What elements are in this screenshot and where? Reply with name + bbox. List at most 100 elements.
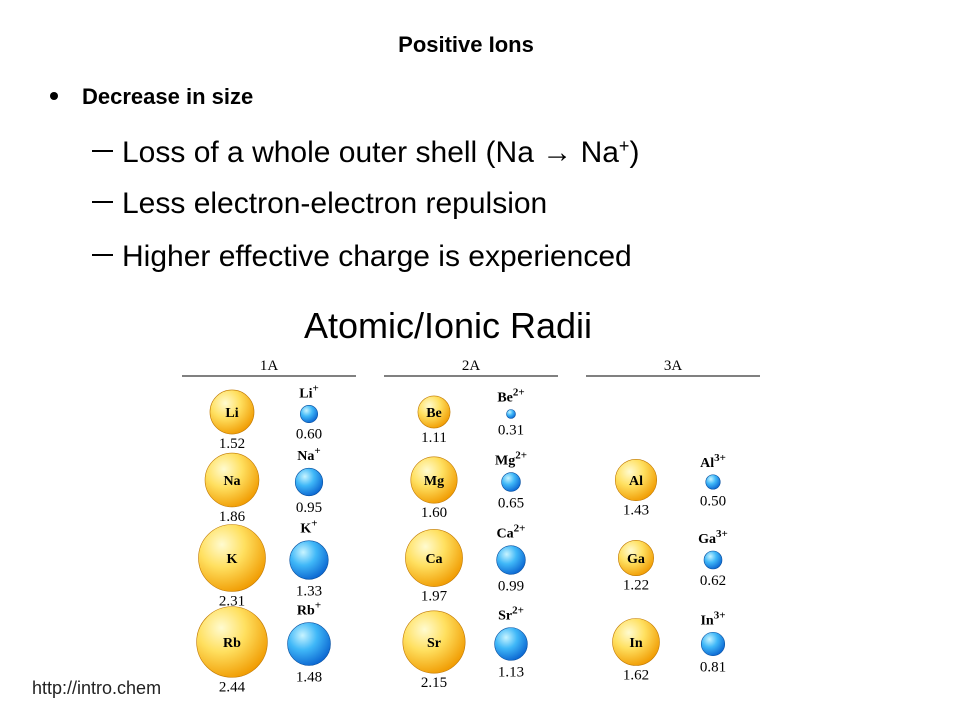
ion-radius: 1.13 <box>498 664 524 680</box>
ion-charge: 2+ <box>515 450 527 462</box>
ion-element: Li <box>299 386 312 401</box>
atom-symbol: Al <box>629 474 643 489</box>
superscript: + <box>619 136 630 156</box>
atom-symbol: Mg <box>424 474 444 489</box>
ion-radius: 0.95 <box>296 500 322 516</box>
ion-charge: + <box>314 445 320 457</box>
figure: 1ALi1.52Li+0.60Na1.86Na+0.95K2.31K+1.33R… <box>182 358 760 695</box>
atom-symbol: Be <box>426 406 442 421</box>
bullet-text: Decrease in size <box>82 84 253 109</box>
ion-charge: 3+ <box>716 528 728 540</box>
atom-sphere <box>410 456 458 504</box>
group-label: 1A <box>260 358 279 374</box>
atom-symbol: Li <box>225 406 238 421</box>
slide-title: Positive Ions <box>398 32 534 57</box>
text-run: Less electron-electron repulsion <box>122 187 547 220</box>
atom-sphere <box>612 618 660 666</box>
ion-symbol: Ga3+ <box>698 528 728 547</box>
ion-radius: 0.50 <box>700 493 726 509</box>
ion-element: Rb <box>297 604 315 619</box>
ion-element: In <box>700 613 713 628</box>
ion-symbol: Sr2+ <box>498 605 524 624</box>
ion-symbol: Na+ <box>297 445 320 464</box>
ion-symbol: In3+ <box>700 609 725 628</box>
ion-charge: 3+ <box>714 609 726 621</box>
sub-bullet-text: Less electron-electron repulsion <box>122 187 547 220</box>
atom-radius: 1.97 <box>421 589 448 605</box>
atom-symbol: Ca <box>425 552 442 567</box>
ion-radius: 0.62 <box>700 573 726 589</box>
atom-radius: 1.62 <box>623 667 649 683</box>
ion-element: Ga <box>698 532 716 547</box>
atom-radius: 1.43 <box>623 503 649 519</box>
atom-sphere <box>402 610 466 674</box>
ion-symbol: Mg2+ <box>495 450 527 469</box>
atom-sphere <box>209 389 255 435</box>
atom-sphere <box>405 529 463 587</box>
ion-element: Na <box>297 449 314 464</box>
ion-element: Al <box>700 456 714 471</box>
source-url: http://intro.chem <box>32 678 161 698</box>
ion-charge: + <box>315 600 321 612</box>
ion-sphere <box>700 631 726 657</box>
ion-radius: 0.99 <box>498 578 524 594</box>
ion-sphere <box>299 404 318 423</box>
ion-symbol: Al3+ <box>700 452 726 471</box>
text-run: Higher effective charge is experienced <box>122 240 632 273</box>
atom-radius: 1.86 <box>219 509 246 525</box>
bullet-dot <box>50 92 58 100</box>
atom-sphere <box>196 606 268 678</box>
ion-sphere <box>494 627 528 661</box>
ion-element: Sr <box>498 609 512 624</box>
ion-charge: + <box>312 382 318 394</box>
atom-sphere <box>204 452 260 508</box>
atom-radius: 1.22 <box>623 578 649 594</box>
atom-radius: 2.44 <box>219 679 246 695</box>
atom-radius: 1.11 <box>421 430 447 446</box>
ion-sphere <box>506 409 516 419</box>
ion-sphere <box>703 550 723 570</box>
atom-sphere <box>618 540 654 576</box>
ion-radius: 1.48 <box>296 669 322 685</box>
atom-sphere <box>417 395 451 429</box>
ion-charge: 3+ <box>714 452 726 464</box>
ion-symbol: Rb+ <box>297 600 321 619</box>
ion-sphere <box>496 545 526 575</box>
ion-sphere <box>287 622 331 666</box>
atom-symbol: Rb <box>223 636 241 651</box>
ion-symbol: Be2+ <box>497 387 524 406</box>
ion-charge: + <box>311 518 317 530</box>
text-run: Na <box>572 136 619 169</box>
ion-sphere <box>289 540 329 580</box>
figure-background <box>198 350 768 720</box>
atom-symbol: Na <box>223 474 240 489</box>
text-run: → <box>542 136 572 169</box>
atom-symbol: In <box>629 636 642 651</box>
ion-charge: 2+ <box>514 523 526 535</box>
group-label: 3A <box>664 358 683 374</box>
group-label: 2A <box>462 358 481 374</box>
atom-sphere <box>198 524 266 592</box>
atom-radius: 2.31 <box>219 593 245 609</box>
atom-symbol: K <box>227 552 238 567</box>
ion-sphere <box>501 472 521 492</box>
text-run: Loss of a whole outer shell (Na <box>122 136 542 169</box>
ion-symbol: Li+ <box>299 382 319 401</box>
sub-bullet-text: Loss of a whole outer shell (Na → Na+) <box>122 136 639 169</box>
atom-sphere <box>614 458 658 502</box>
ion-sphere <box>705 474 721 490</box>
ion-element: Be <box>497 391 513 406</box>
ion-radius: 0.65 <box>498 495 524 511</box>
ion-element: Ca <box>497 527 514 542</box>
ion-radius: 0.60 <box>296 427 322 443</box>
ion-element: Mg <box>495 454 515 469</box>
atom-radius: 1.60 <box>421 505 447 521</box>
atom-symbol: Ga <box>627 552 645 567</box>
figure-title: Atomic/Ionic Radii <box>304 305 592 346</box>
atom-radius: 1.52 <box>219 436 245 452</box>
ion-charge: 2+ <box>513 387 525 399</box>
atom-symbol: Sr <box>427 636 441 651</box>
ion-symbol: K+ <box>300 518 317 537</box>
atom-radius: 2.15 <box>421 675 447 691</box>
